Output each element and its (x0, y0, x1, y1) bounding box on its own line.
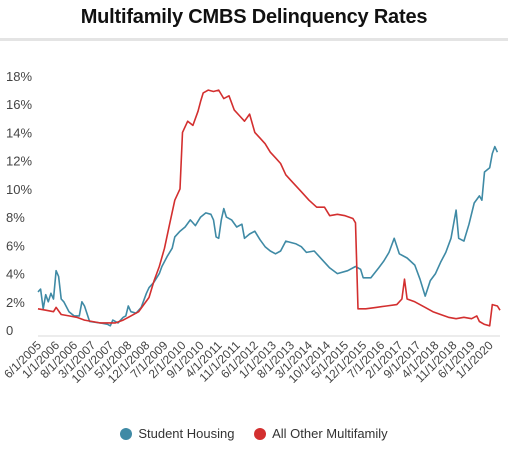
y-tick-label: 8% (6, 210, 25, 225)
title-divider (0, 38, 508, 41)
legend-label-all-other-multifamily: All Other Multifamily (272, 426, 388, 441)
x-axis: 6/1/20051/1/20068/1/20063/1/200710/1/200… (1, 335, 500, 386)
y-tick-label: 0 (6, 323, 13, 338)
y-tick-label: 4% (6, 267, 25, 282)
y-tick-label: 16% (6, 97, 32, 112)
legend-item-all-other-multifamily[interactable]: All Other Multifamily (254, 426, 388, 441)
y-tick-label: 6% (6, 238, 25, 253)
chart-title: Multifamily CMBS Delinquency Rates (80, 6, 428, 28)
y-tick-label: 14% (6, 125, 32, 140)
y-axis: 0 2% 4% 6% 8% 10% 12% 14% 16% 18% (6, 69, 32, 338)
legend-item-student-housing[interactable]: Student Housing (120, 426, 234, 441)
y-tick-label: 12% (6, 154, 32, 169)
legend-swatch-all-other-multifamily (254, 427, 267, 440)
series-line-student-housing (37, 145, 499, 327)
legend-swatch-student-housing (120, 427, 133, 440)
series-layer (37, 89, 501, 327)
legend-label-student-housing: Student Housing (138, 426, 235, 441)
legend: Student Housing All Other Multifamily (0, 426, 508, 443)
series-line-all-other-multifamily (37, 89, 501, 327)
y-tick-label: 2% (6, 295, 25, 310)
y-tick-label: 18% (6, 69, 32, 84)
y-tick-label: 10% (6, 182, 32, 197)
